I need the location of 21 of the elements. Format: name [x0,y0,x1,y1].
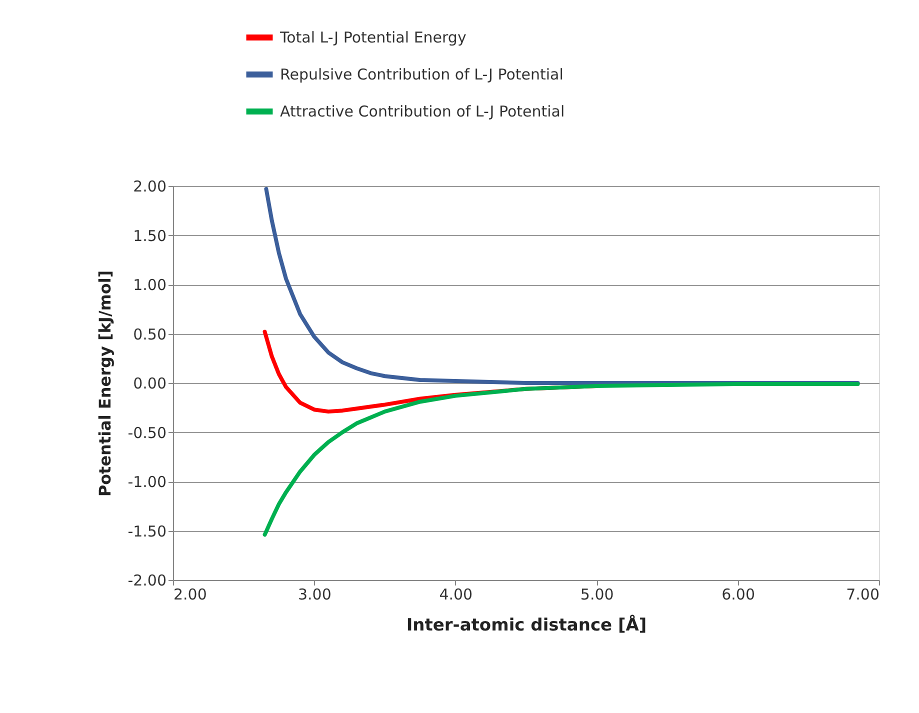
x-axis-title: Inter-atomic distance [Å] [406,614,647,636]
x-tick-label: 6.00 [722,586,756,604]
legend-label: Total L-J Potential Energy [279,28,466,46]
x-tick-label: 5.00 [580,586,614,604]
y-tick-label: 1.00 [133,276,166,294]
legend-label: Repulsive Contribution of L-J Potential [280,66,564,84]
x-tick-label: 3.00 [298,586,332,604]
x-tick-label: 2.00 [174,586,207,604]
y-tick-label: -1.50 [128,522,166,540]
y-tick-label: -1.00 [128,473,166,491]
x-tick-label: 7.00 [846,586,880,604]
legend-label: Attractive Contribution of L-J Potential [280,102,565,120]
y-tick-label: -2.00 [128,572,166,590]
y-tick-label: 0.00 [133,374,166,392]
y-tick-label: 1.50 [133,226,166,245]
y-tick-label: 2.00 [133,178,166,196]
line-series [262,382,860,537]
y-tick-label: -0.50 [128,424,166,442]
y-axis-title: Potential Energy [kJ/mol] [96,270,115,497]
y-tick-label: 0.50 [133,325,166,344]
x-tick-label: 4.00 [439,586,473,604]
